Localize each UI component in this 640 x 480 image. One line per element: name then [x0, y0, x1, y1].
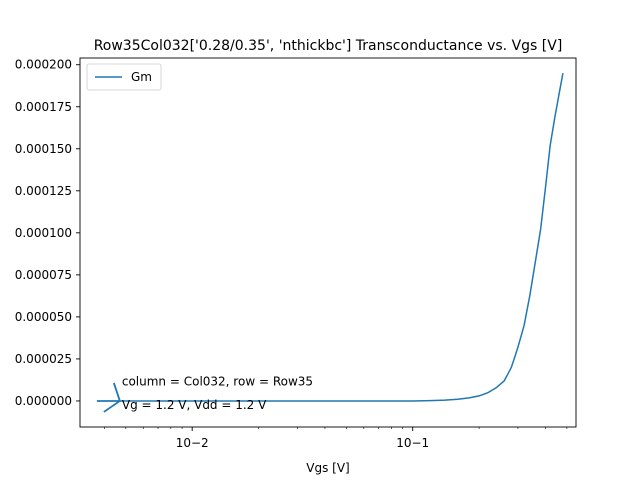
chart-title: Row35Col032['0.28/0.35', 'nthickbc'] Tra… — [94, 38, 563, 54]
y-tick-label: 0.000025 — [15, 352, 72, 366]
x-tick-label: 10−2 — [176, 436, 209, 450]
y-tick-label: 0.000075 — [15, 268, 72, 282]
y-tick-label: 0.000050 — [15, 310, 72, 324]
x-axis-label: Vgs [V] — [306, 461, 349, 475]
x-tick-label: 10−1 — [396, 436, 429, 450]
annotation-arrow-head — [103, 382, 121, 413]
y-tick-label: 0.000150 — [15, 142, 72, 156]
legend-label: Gm — [131, 70, 152, 84]
y-tick-label: 0.000000 — [15, 394, 72, 408]
y-tick-label: 0.000200 — [15, 58, 72, 72]
y-tick-label: 0.000175 — [15, 100, 72, 114]
annotation-text-0: column = Col032, row = Row35 — [122, 375, 313, 389]
y-axis: 0.000000 0.000025 0.000050 0.000075 0.000100… — [15, 58, 80, 408]
plot-marks: column = Col032, row = Row35 Vg = 1.2 V, … — [96, 72, 564, 413]
legend: Gm — [86, 63, 162, 91]
legend-box — [86, 63, 162, 91]
y-tick-label: 0.000100 — [15, 226, 72, 240]
annotation-text-1: Vg = 1.2 V, Vdd = 1.2 V — [122, 398, 267, 412]
x-axis: 10−2 10−1 — [104, 427, 568, 450]
series-line-0 — [96, 72, 564, 402]
plot-frame — [79, 57, 577, 428]
y-tick-label: 0.000125 — [15, 184, 72, 198]
